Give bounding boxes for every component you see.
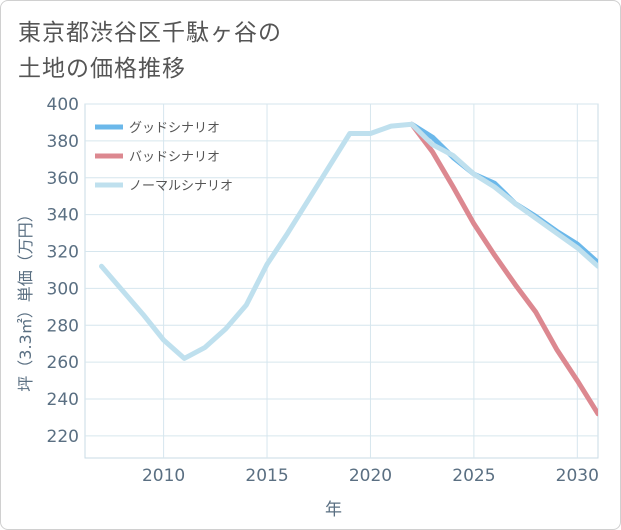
x-axis-label: 年	[325, 500, 342, 520]
y-tick-label: 220	[47, 427, 79, 447]
x-axis-ticks: 2010 2015 2020 2025 2030	[142, 466, 599, 486]
x-tick-label: 2010	[142, 466, 185, 486]
y-tick-label: 360	[47, 169, 79, 189]
series-line-2	[99, 121, 598, 361]
y-tick-label: 300	[47, 279, 79, 299]
x-tick-label: 2015	[245, 466, 288, 486]
x-tick-label: 2025	[452, 466, 495, 486]
legend-label: グッドシナリオ	[129, 121, 220, 136]
x-tick-label: 2020	[349, 466, 392, 486]
chart-title: 東京都渋谷区千駄ヶ谷の 土地の価格推移	[18, 15, 282, 87]
series-line-1	[409, 121, 598, 417]
grid	[84, 103, 599, 459]
series-lines	[99, 121, 598, 417]
legend-label: バッドシナリオ	[129, 150, 220, 165]
legend-label: ノーマルシナリオ	[129, 179, 233, 194]
x-tick-label: 2030	[556, 466, 599, 486]
y-axis-ticks: 220 240 260 280 300 320 340 360 380 400	[47, 95, 79, 447]
y-tick-label: 240	[47, 390, 79, 410]
y-tick-label: 260	[47, 353, 79, 373]
y-tick-label: 320	[47, 243, 79, 263]
y-tick-label: 280	[47, 316, 79, 336]
y-tick-label: 380	[47, 132, 79, 152]
y-axis-label: 坪（3.3㎡）単価（万円）	[16, 206, 35, 391]
y-tick-label: 340	[47, 206, 79, 226]
chart-title-line-2: 土地の価格推移	[18, 56, 186, 82]
y-tick-label: 400	[47, 95, 79, 115]
chart-title-line-1: 東京都渋谷区千駄ヶ谷の	[18, 20, 282, 46]
